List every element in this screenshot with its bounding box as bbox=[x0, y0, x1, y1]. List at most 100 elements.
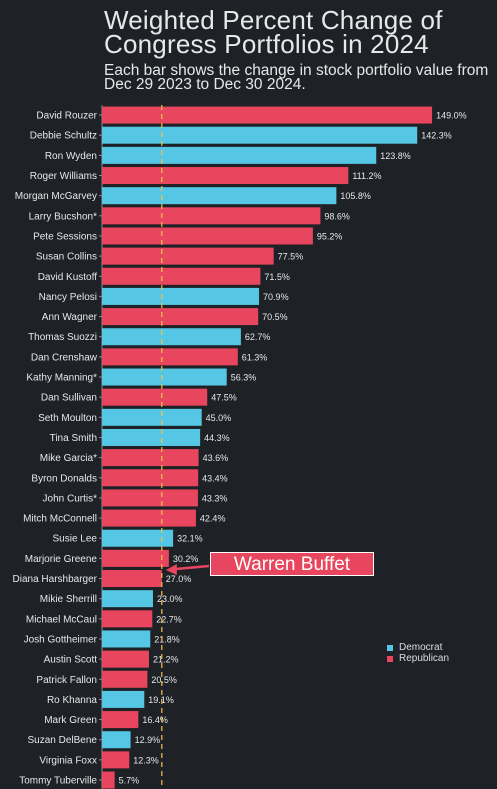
y-tick-label: Mark Green bbox=[44, 715, 97, 726]
bar bbox=[102, 408, 202, 426]
reference-callout: Warren Buffet bbox=[210, 552, 374, 576]
data-label: 20.5% bbox=[151, 675, 177, 685]
legend-label-republican: Republican bbox=[399, 653, 450, 664]
bar bbox=[102, 731, 131, 749]
bar bbox=[102, 650, 149, 668]
y-tick-label: Susie Lee bbox=[53, 534, 98, 545]
data-label: 32.1% bbox=[177, 534, 203, 544]
bar bbox=[102, 267, 261, 285]
y-tick-label: Dan Crenshaw bbox=[31, 352, 98, 363]
data-label: 98.6% bbox=[324, 211, 350, 221]
y-tick-label: Suzan DelBene bbox=[28, 735, 98, 746]
bar bbox=[102, 590, 153, 608]
data-label: 95.2% bbox=[317, 231, 343, 241]
data-label: 44.3% bbox=[204, 433, 230, 443]
data-label: 12.3% bbox=[133, 755, 159, 765]
y-tick-label: Pete Sessions bbox=[33, 231, 97, 242]
callout-arrow bbox=[175, 564, 210, 571]
y-tick-label: Morgan McGarvey bbox=[15, 191, 97, 202]
data-label: 30.2% bbox=[173, 554, 199, 564]
bar bbox=[102, 610, 153, 628]
data-label: 47.5% bbox=[211, 393, 237, 403]
data-label: 43.4% bbox=[202, 473, 228, 483]
y-tick-label: Mikie Sherrill bbox=[40, 594, 97, 605]
bar bbox=[102, 308, 259, 326]
bar bbox=[102, 670, 148, 688]
bar bbox=[102, 227, 313, 245]
legend-item-republican: Republican bbox=[387, 653, 449, 664]
data-label: 62.7% bbox=[245, 332, 271, 342]
y-tick-label: Roger Williams bbox=[30, 171, 97, 182]
y-tick-label: Susan Collins bbox=[36, 252, 97, 263]
y-tick-label: Byron Donalds bbox=[31, 473, 97, 484]
bar bbox=[102, 690, 145, 708]
legend-swatch-republican bbox=[387, 655, 393, 662]
data-label: 149.0% bbox=[436, 111, 467, 121]
data-label: 23.0% bbox=[157, 594, 183, 604]
y-tick-label: Ann Wagner bbox=[42, 312, 98, 323]
data-label: 16.4% bbox=[142, 715, 168, 725]
data-label: 5.7% bbox=[119, 776, 140, 786]
bar bbox=[102, 368, 227, 386]
y-tick-label: Diana Harshbarger bbox=[13, 574, 98, 585]
data-label: 61.3% bbox=[242, 352, 268, 362]
bar bbox=[102, 328, 241, 346]
chart-title: Weighted Percent Change of Congress Port… bbox=[104, 5, 443, 59]
bar bbox=[102, 428, 201, 446]
y-tick-label: Dan Sullivan bbox=[41, 393, 97, 404]
data-label: 142.3% bbox=[421, 131, 452, 141]
y-tick-label: Marjorie Greene bbox=[25, 554, 98, 565]
data-label: 105.8% bbox=[340, 191, 371, 201]
legend-swatch-democrat bbox=[387, 644, 393, 651]
y-tick-label: Virginia Foxx bbox=[39, 755, 97, 766]
y-tick-label: Kathy Manning* bbox=[26, 373, 97, 384]
bar bbox=[102, 711, 139, 729]
bar bbox=[102, 469, 199, 487]
y-tick-label: John Curtis* bbox=[43, 493, 98, 504]
y-tick-label: Josh Gottheimer bbox=[24, 634, 98, 645]
bar bbox=[102, 388, 208, 406]
y-tick-label: Michael McCaul bbox=[26, 614, 97, 625]
chart-subtitle: Each bar shows the change in stock portf… bbox=[104, 62, 489, 93]
bar bbox=[102, 207, 321, 225]
y-tick-label: David Kustoff bbox=[38, 272, 98, 283]
y-tick-label: Larry Bucshon* bbox=[29, 211, 97, 222]
data-label: 77.5% bbox=[278, 252, 304, 262]
legend-label-democrat: Democrat bbox=[399, 642, 443, 653]
bar bbox=[102, 509, 196, 527]
bar bbox=[102, 187, 337, 205]
data-label: 12.9% bbox=[135, 735, 161, 745]
data-label: 19.1% bbox=[148, 695, 174, 705]
bar bbox=[102, 570, 162, 588]
bar bbox=[102, 167, 349, 185]
bar bbox=[102, 529, 174, 547]
data-label: 45.0% bbox=[206, 413, 232, 423]
y-tick-label: Patrick Fallon bbox=[36, 675, 97, 686]
data-label: 71.5% bbox=[264, 272, 290, 282]
data-label: 43.6% bbox=[203, 453, 229, 463]
y-tick-label: Mike Garcia* bbox=[40, 453, 97, 464]
bar bbox=[102, 247, 274, 265]
data-label: 21.2% bbox=[153, 655, 179, 665]
legend-item-democrat: Democrat bbox=[387, 642, 449, 653]
bar bbox=[102, 751, 130, 769]
y-tick-label: Debbie Schultz bbox=[30, 131, 97, 142]
bar bbox=[102, 146, 377, 164]
y-tick-label: Mitch McConnell bbox=[23, 514, 97, 525]
bar bbox=[102, 630, 151, 648]
bar bbox=[102, 489, 198, 507]
y-tick-label: Thomas Suozzi bbox=[28, 332, 97, 343]
data-label: 111.2% bbox=[352, 171, 381, 181]
y-tick-label: Austin Scott bbox=[44, 655, 98, 666]
data-label: 43.3% bbox=[202, 493, 228, 503]
bar bbox=[102, 287, 260, 305]
y-tick-label: Tommy Tuberville bbox=[19, 776, 97, 787]
bar bbox=[102, 106, 433, 124]
y-tick-label: David Rouzer bbox=[36, 111, 97, 122]
data-label: 70.5% bbox=[262, 312, 288, 322]
data-label: 42.4% bbox=[200, 514, 226, 524]
bar bbox=[102, 126, 418, 144]
bar bbox=[102, 348, 238, 366]
data-label: 27.0% bbox=[166, 574, 192, 584]
y-tick-label: Ron Wyden bbox=[45, 151, 97, 162]
